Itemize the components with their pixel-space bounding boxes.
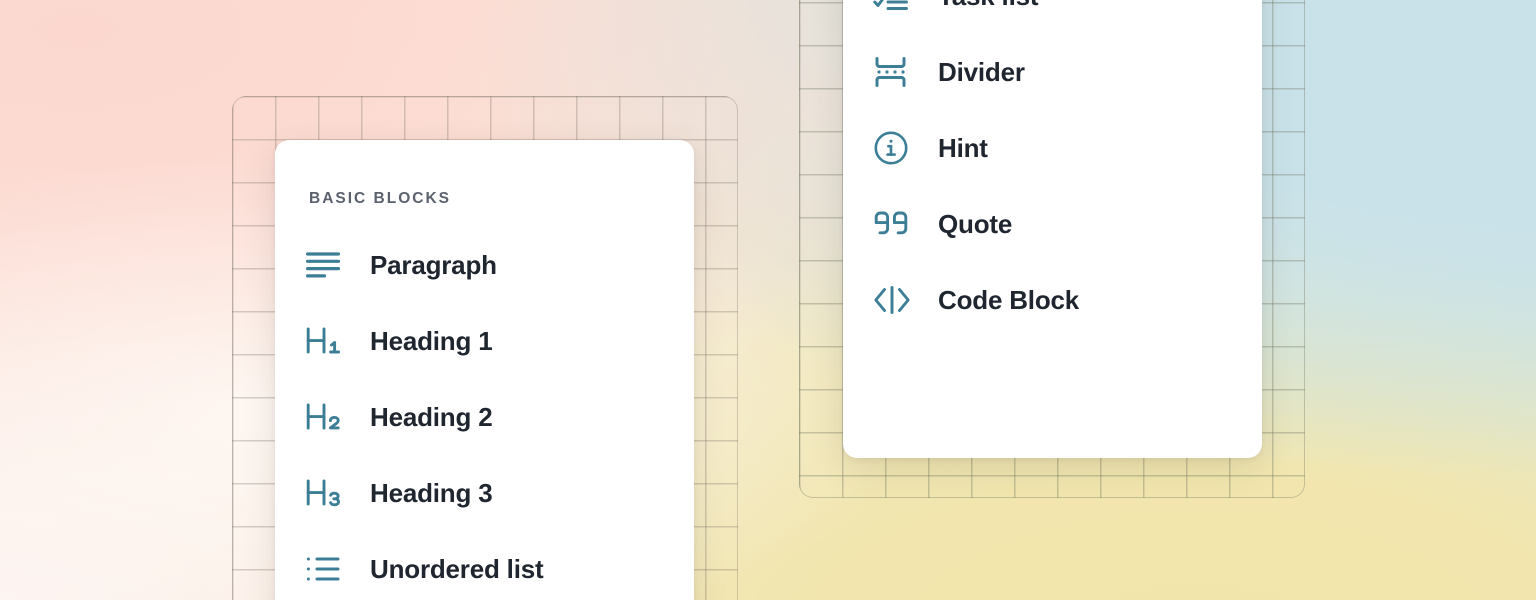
unordered-list-icon bbox=[306, 549, 346, 589]
menu-item-label: Quote bbox=[938, 209, 1013, 239]
basic-blocks-menu-list: Paragraph Heading 1 bbox=[275, 227, 694, 600]
menu-item-heading-3[interactable]: Heading 3 bbox=[275, 455, 694, 531]
quote-icon bbox=[874, 204, 914, 244]
menu-item-task-list[interactable]: Task list bbox=[843, 0, 1262, 34]
heading-1-icon bbox=[306, 321, 346, 361]
menu-item-heading-2[interactable]: Heading 2 bbox=[275, 379, 694, 455]
heading-3-icon bbox=[306, 473, 346, 513]
menu-item-code-block[interactable]: Code Block bbox=[843, 262, 1262, 338]
advanced-blocks-menu-card: 1 2 Ordered list bbox=[843, 0, 1262, 458]
menu-item-label: Heading 3 bbox=[370, 478, 493, 508]
menu-item-divider[interactable]: Divider bbox=[843, 34, 1262, 110]
menu-item-label: Code Block bbox=[938, 285, 1080, 315]
heading-2-icon bbox=[306, 397, 346, 437]
menu-item-paragraph[interactable]: Paragraph bbox=[275, 227, 694, 303]
basic-blocks-menu-card: BASIC BLOCKS Paragraph bbox=[275, 140, 694, 600]
menu-item-label: Divider bbox=[938, 57, 1025, 87]
menu-item-quote[interactable]: Quote bbox=[843, 186, 1262, 262]
menu-item-label: Unordered list bbox=[370, 554, 544, 584]
menu-item-hint[interactable]: Hint bbox=[843, 110, 1262, 186]
code-block-icon bbox=[874, 280, 914, 320]
task-list-icon bbox=[873, 0, 914, 16]
divider-icon bbox=[874, 52, 914, 92]
menu-item-label: Task list bbox=[938, 0, 1039, 9]
menu-item-unordered-list[interactable]: Unordered list bbox=[275, 531, 694, 600]
menu-item-label: Heading 2 bbox=[370, 402, 493, 432]
menu-item-label: Heading 1 bbox=[370, 326, 493, 356]
paragraph-icon bbox=[306, 245, 346, 285]
menu-item-label: Hint bbox=[938, 133, 988, 163]
menu-item-label: Paragraph bbox=[370, 250, 497, 280]
hint-icon bbox=[874, 128, 914, 168]
menu-item-heading-1[interactable]: Heading 1 bbox=[275, 303, 694, 379]
basic-blocks-section-label: BASIC BLOCKS bbox=[309, 190, 451, 207]
advanced-blocks-menu-list: 1 2 Ordered list bbox=[843, 0, 1262, 338]
